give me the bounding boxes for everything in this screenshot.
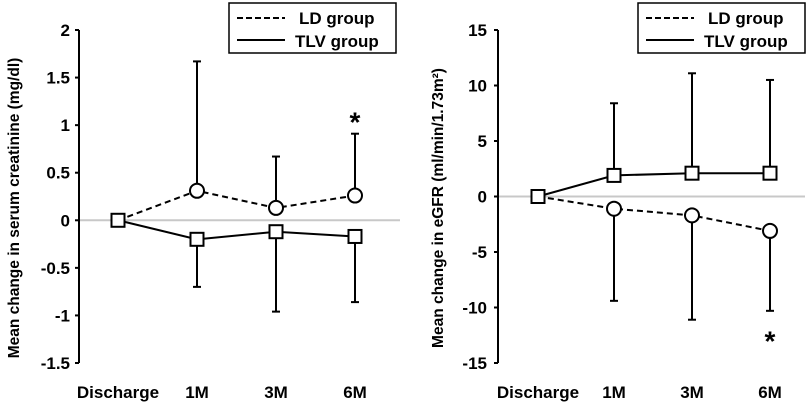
- legend-box: [228, 2, 397, 54]
- y-tick-label: -0.5: [41, 259, 70, 278]
- legend-box: [637, 2, 806, 54]
- data-point-square: [530, 189, 546, 204]
- x-tick-label: Discharge: [77, 383, 159, 402]
- y-tick-label: 5: [478, 132, 487, 151]
- data-point-square: [110, 212, 126, 228]
- data-point-square: [268, 224, 284, 240]
- creatinine-chart: Mean change in serum creatinine (mg/dl) …: [6, 2, 400, 402]
- series-line-ld-group: [537, 195, 771, 232]
- data-point-square: [606, 167, 622, 183]
- significance-asterisk: *: [765, 325, 776, 356]
- data-point-square: [684, 165, 700, 181]
- egfr-chart: Mean change in eGFR (ml/min/1.73m²) 15 10…: [430, 2, 806, 402]
- y-tick-label: 1.5: [46, 69, 70, 88]
- y-tick-label: -10: [462, 299, 487, 318]
- data-point-circle: [268, 199, 284, 216]
- y-tick-label: -1: [55, 306, 70, 325]
- y-tick-label: -5: [472, 243, 487, 262]
- legend-ld-label: LD group: [299, 9, 375, 28]
- significance-asterisk: *: [350, 107, 361, 138]
- legend: LD group TLV group: [637, 2, 806, 54]
- legend-ld-label: LD group: [708, 9, 784, 28]
- x-tick-label: 6M: [758, 383, 782, 402]
- y-axis-title: Mean change in eGFR (ml/min/1.73m²): [430, 68, 447, 348]
- y-tick-label: 1: [61, 116, 70, 135]
- data-point-circle: [347, 187, 363, 204]
- data-point-square: [189, 231, 205, 247]
- series-line-tlv-group: [117, 219, 356, 241]
- data-point-square: [347, 228, 363, 244]
- y-tick-label: 2: [61, 21, 70, 40]
- data-point-circle: [684, 207, 700, 224]
- x-tick-label: 1M: [185, 383, 209, 402]
- data-point-circle: [189, 182, 205, 199]
- legend: LD group TLV group: [228, 2, 397, 54]
- y-tick-label: 0: [61, 211, 70, 230]
- legend-tlv-label: TLV group: [295, 32, 379, 51]
- data-point-circle: [606, 200, 622, 217]
- data-point-circle: [762, 222, 778, 239]
- x-tick-label: 1M: [602, 383, 626, 402]
- y-tick-label: -15: [462, 354, 487, 373]
- x-tick-label: 6M: [343, 383, 367, 402]
- x-tick-label: Discharge: [497, 383, 579, 402]
- y-axis-title: Mean change in serum creatinine (mg/dl): [6, 58, 23, 359]
- x-tick-label: 3M: [680, 383, 704, 402]
- y-tick-label: -1.5: [41, 354, 70, 373]
- legend-tlv-label: TLV group: [704, 32, 788, 51]
- y-tick-label: 0: [478, 188, 487, 207]
- x-tick-label: 3M: [264, 383, 288, 402]
- y-tick-label: 10: [468, 77, 487, 96]
- y-tick-label: 15: [468, 21, 487, 40]
- data-point-square: [762, 165, 778, 181]
- series-line-ld-group: [117, 189, 356, 222]
- series-line-tlv-group: [537, 172, 770, 198]
- y-tick-label: 0.5: [46, 164, 70, 183]
